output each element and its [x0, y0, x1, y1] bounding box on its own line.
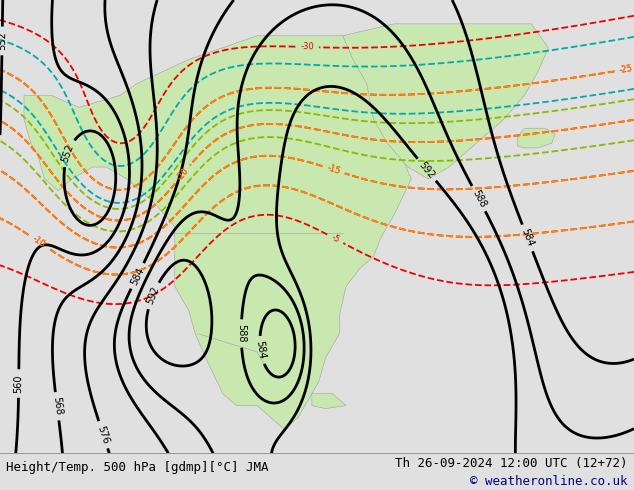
Text: 576: 576 — [96, 424, 111, 445]
Text: -20: -20 — [175, 166, 190, 182]
Text: -25: -25 — [619, 64, 633, 75]
Text: 568: 568 — [51, 396, 63, 416]
Text: -25: -25 — [619, 64, 633, 75]
Text: 592: 592 — [145, 285, 161, 306]
Text: 584: 584 — [519, 227, 536, 248]
Text: -15: -15 — [326, 164, 341, 176]
Text: -30: -30 — [301, 42, 314, 51]
Text: -20: -20 — [175, 166, 190, 182]
Text: 588: 588 — [470, 188, 488, 209]
Text: Height/Temp. 500 hPa [gdmp][°C] JMA: Height/Temp. 500 hPa [gdmp][°C] JMA — [6, 462, 269, 474]
Text: 552: 552 — [0, 31, 7, 50]
Text: 584: 584 — [254, 340, 267, 360]
Text: © weatheronline.co.uk: © weatheronline.co.uk — [470, 475, 628, 489]
Text: 588: 588 — [236, 324, 246, 343]
Text: -10: -10 — [30, 234, 46, 249]
Text: 552: 552 — [60, 143, 76, 164]
Text: 592: 592 — [417, 159, 437, 180]
Text: -5: -5 — [330, 233, 341, 245]
Text: 584: 584 — [129, 266, 146, 286]
Polygon shape — [24, 36, 411, 429]
Polygon shape — [312, 393, 346, 409]
Text: 560: 560 — [13, 374, 24, 393]
Text: -15: -15 — [326, 164, 341, 176]
Text: -10: -10 — [30, 234, 46, 249]
Polygon shape — [517, 128, 555, 148]
Polygon shape — [343, 24, 548, 179]
Text: Th 26-09-2024 12:00 UTC (12+72): Th 26-09-2024 12:00 UTC (12+72) — [395, 457, 628, 470]
